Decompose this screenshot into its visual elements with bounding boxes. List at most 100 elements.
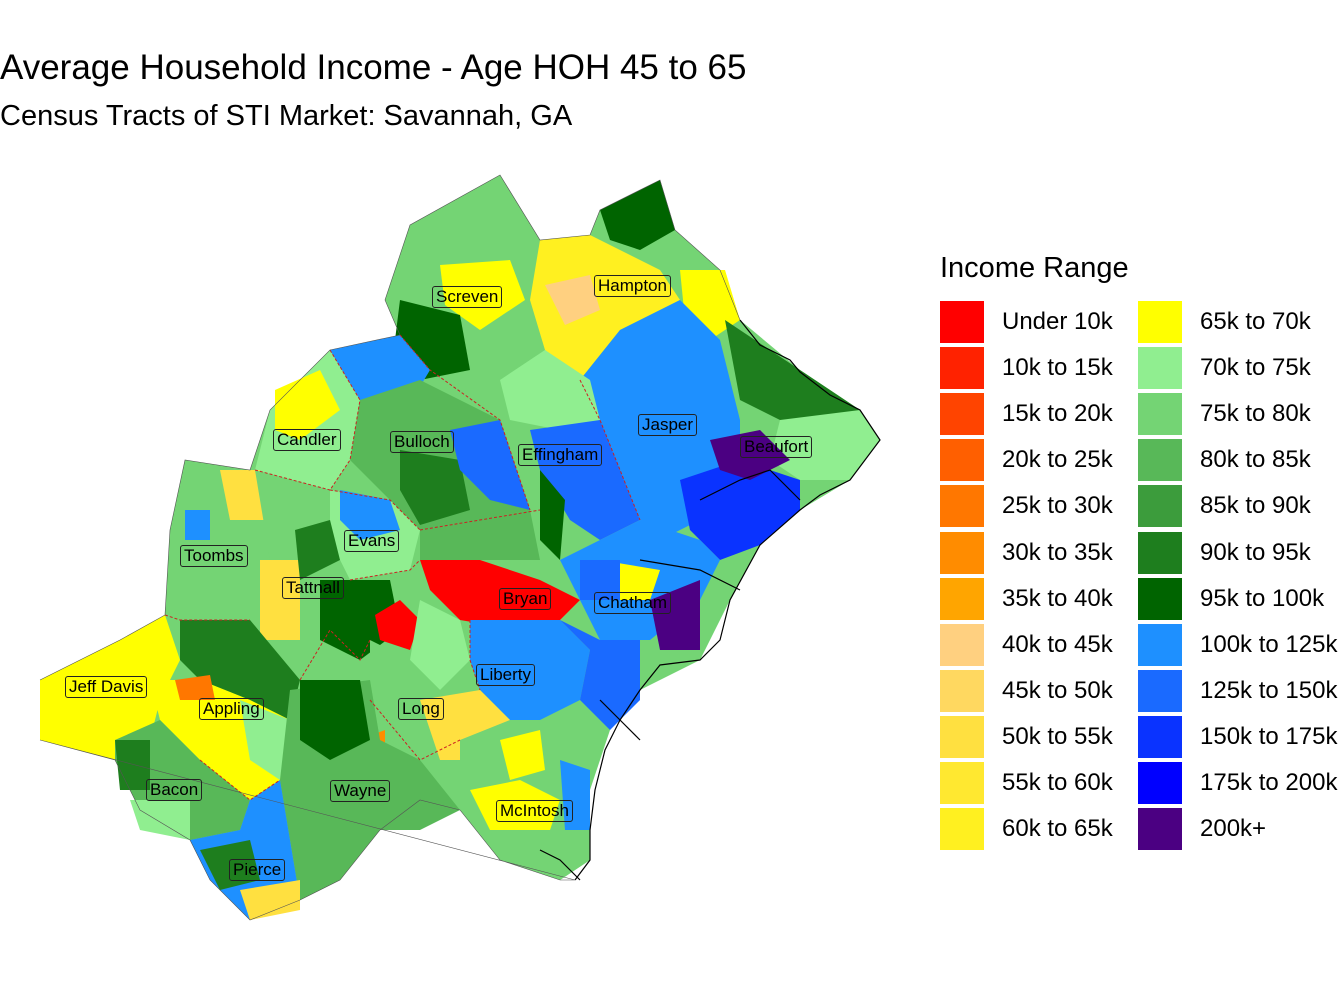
legend-label: 50k to 55k bbox=[1002, 722, 1113, 750]
region-liberty-blue bbox=[560, 620, 640, 730]
region-appling-orange bbox=[175, 675, 215, 700]
legend-swatch bbox=[940, 762, 984, 804]
legend-label: 70k to 75k bbox=[1200, 354, 1311, 382]
county-label-candler: Candler bbox=[273, 429, 341, 451]
legend-item: 25k to 30k bbox=[940, 485, 1113, 528]
legend-item: 100k to 125k bbox=[1138, 623, 1338, 666]
legend-item: 150k to 175k bbox=[1138, 715, 1337, 758]
region-tattnall-dark bbox=[295, 520, 340, 580]
legend-item: 50k to 55k bbox=[940, 715, 1113, 758]
legend-label: 30k to 35k bbox=[1002, 538, 1113, 566]
county-label-tattnall: Tattnall bbox=[282, 577, 344, 599]
legend-label: 35k to 40k bbox=[1002, 584, 1113, 612]
legend-item: 70k to 75k bbox=[1138, 347, 1311, 390]
region-hampton-orange bbox=[545, 275, 600, 325]
legend-swatch bbox=[940, 669, 984, 712]
choropleth-map bbox=[39, 174, 881, 921]
legend-label: 45k to 50k bbox=[1002, 676, 1113, 704]
legend-swatch bbox=[1138, 808, 1182, 851]
map-title: Average Household Income - Age HOH 45 to… bbox=[0, 48, 747, 87]
legend-swatch bbox=[940, 531, 984, 574]
legend-swatch bbox=[1138, 301, 1182, 343]
region-evans-blue bbox=[340, 490, 400, 540]
county-label-evans: Evans bbox=[344, 530, 400, 552]
legend-item: 45k to 50k bbox=[940, 669, 1113, 712]
region-beaufort-green bbox=[770, 410, 880, 480]
county-label-bacon: Bacon bbox=[146, 779, 203, 801]
region-chatham-blue bbox=[580, 560, 620, 600]
legend-item: 85k to 90k bbox=[1138, 485, 1311, 528]
legend-swatch bbox=[940, 485, 984, 528]
legend-item: 55k to 60k bbox=[940, 762, 1113, 804]
legend-item: 30k to 35k bbox=[940, 531, 1113, 574]
legend-swatch bbox=[1138, 531, 1182, 574]
region-toombs-blue bbox=[185, 510, 210, 540]
legend-swatch bbox=[1138, 715, 1182, 758]
region-mcintosh-yellow bbox=[470, 780, 560, 830]
region-bulloch-dark bbox=[400, 450, 470, 525]
legend-label: 175k to 200k bbox=[1200, 769, 1338, 796]
county-label-liberty: Liberty bbox=[476, 664, 536, 686]
map-subtitle: Census Tracts of STI Market: Savannah, G… bbox=[0, 100, 573, 132]
legend-label: 125k to 150k bbox=[1200, 676, 1338, 704]
region-effingham-green bbox=[500, 350, 600, 430]
legend-label: 85k to 90k bbox=[1200, 492, 1311, 520]
legend-swatch bbox=[940, 301, 984, 343]
legend-item: Under 10k bbox=[940, 301, 1113, 343]
legend-label: 90k to 95k bbox=[1200, 538, 1311, 566]
legend-label: 75k to 80k bbox=[1200, 400, 1311, 428]
legend-title: Income Range bbox=[940, 252, 1129, 284]
region-bryan-red-west bbox=[375, 600, 420, 650]
county-label-hampton: Hampton bbox=[594, 275, 671, 297]
region-bacon-dark bbox=[115, 740, 150, 790]
legend-label: 100k to 125k bbox=[1200, 630, 1338, 658]
legend-label: 95k to 100k bbox=[1200, 584, 1325, 612]
legend-item: 60k to 65k bbox=[940, 808, 1113, 851]
legend-swatch bbox=[940, 393, 984, 436]
legend-label: Under 10k bbox=[1002, 308, 1113, 335]
county-label-pierce: Pierce bbox=[229, 859, 286, 881]
legend-item: 20k to 25k bbox=[940, 439, 1113, 482]
legend-swatch bbox=[940, 347, 984, 390]
region-beaufort-purple bbox=[710, 430, 790, 480]
region-candler-yellow bbox=[275, 370, 340, 440]
region-hampton bbox=[530, 235, 680, 380]
county-label-appling: Appling bbox=[199, 698, 264, 720]
legend-item: 175k to 200k bbox=[1138, 762, 1337, 804]
county-label-chatham: Chatham bbox=[594, 592, 671, 614]
legend-swatch bbox=[1138, 439, 1182, 482]
legend-swatch bbox=[1138, 347, 1182, 390]
legend-label: 20k to 25k bbox=[1002, 446, 1113, 474]
county-label-toombs: Toombs bbox=[180, 545, 248, 567]
county-label-beaufort: Beaufort bbox=[740, 436, 813, 458]
legend-swatch bbox=[1138, 485, 1182, 528]
region-chatham-purple bbox=[650, 580, 700, 650]
region-bryan-green bbox=[420, 510, 540, 560]
legend-item: 35k to 40k bbox=[940, 577, 1113, 620]
legend-item: 15k to 20k bbox=[940, 393, 1113, 436]
county-label-bulloch: Bulloch bbox=[390, 431, 454, 453]
region-wayne-dark bbox=[300, 680, 370, 760]
legend-item: 40k to 45k bbox=[940, 623, 1113, 666]
county-label-wayne: Wayne bbox=[330, 780, 391, 802]
legend-item: 65k to 70k bbox=[1138, 301, 1311, 343]
coastline bbox=[539, 319, 881, 881]
legend-label: 10k to 15k bbox=[1002, 354, 1113, 382]
legend-swatch bbox=[1138, 669, 1182, 712]
region-liberty bbox=[470, 620, 590, 720]
legend-item: 75k to 80k bbox=[1138, 393, 1311, 436]
region-toombs-yellow bbox=[220, 470, 265, 520]
legend-label: 65k to 70k bbox=[1200, 308, 1311, 335]
region-mcintosh-blue bbox=[560, 760, 590, 830]
county-label-screven: Screven bbox=[432, 286, 503, 308]
legend-swatch bbox=[940, 715, 984, 758]
region-pierce-yellow bbox=[240, 880, 300, 920]
region-tattnall-yellow bbox=[260, 560, 300, 640]
legend-swatch bbox=[940, 577, 984, 620]
county-label-long: Long bbox=[398, 698, 444, 720]
region-mcintosh-yellow-north bbox=[500, 730, 545, 780]
legend-swatch bbox=[1138, 623, 1182, 666]
legend-item: 200k+ bbox=[1138, 808, 1266, 851]
legend-label: 60k to 65k bbox=[1002, 815, 1113, 843]
legend-label: 15k to 20k bbox=[1002, 400, 1113, 428]
